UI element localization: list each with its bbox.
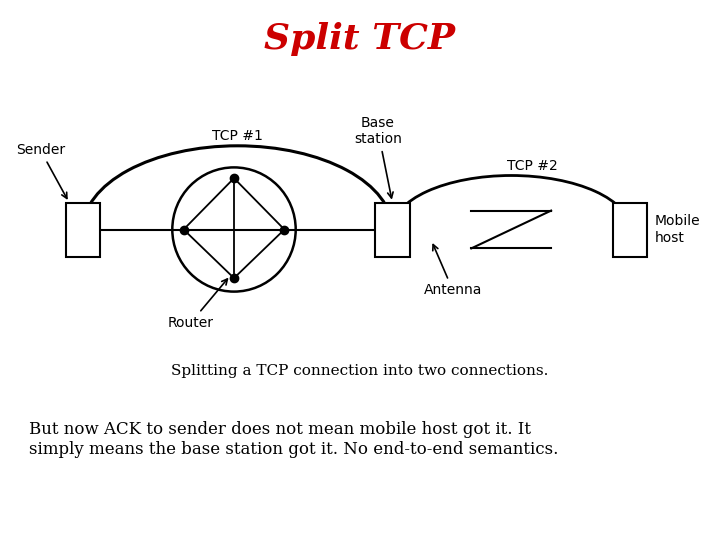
Text: But now ACK to sender does not mean mobile host got it. It
simply means the base: But now ACK to sender does not mean mobi…: [29, 421, 558, 458]
Bar: [613, 202, 647, 256]
Text: Sender: Sender: [16, 143, 67, 198]
Text: Antenna: Antenna: [423, 245, 482, 298]
Bar: [375, 202, 410, 256]
Text: Base
station: Base station: [354, 116, 402, 198]
Text: Router: Router: [168, 279, 228, 330]
Text: Splitting a TCP connection into two connections.: Splitting a TCP connection into two conn…: [171, 364, 549, 379]
Text: Mobile
host: Mobile host: [654, 214, 700, 245]
Text: Split TCP: Split TCP: [264, 22, 456, 56]
Text: TCP #1: TCP #1: [212, 129, 263, 143]
Text: TCP #2: TCP #2: [508, 159, 558, 173]
Bar: [66, 202, 100, 256]
